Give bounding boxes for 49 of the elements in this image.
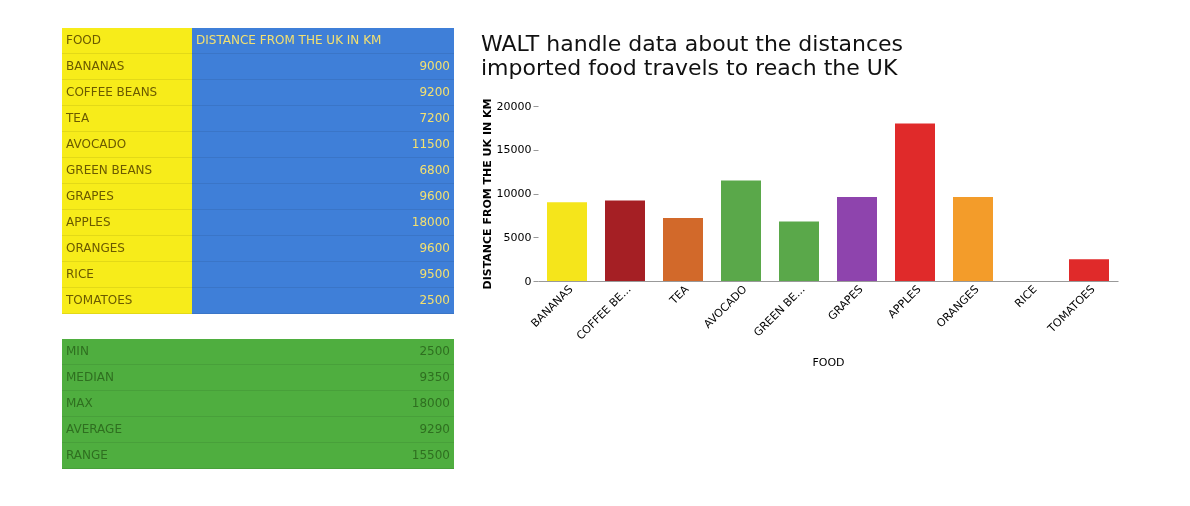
text: MEDIAN [62, 365, 192, 391]
chart-title: WALT handle data about the distances imported food travels to reach the UK [481, 31, 904, 81]
text: 9200 [192, 80, 454, 106]
text: 9000 [192, 54, 454, 80]
text: COFFEE BEANS [62, 80, 192, 106]
text: 9350 [192, 365, 454, 391]
text: 11500 [192, 132, 454, 158]
text: 18000 [192, 391, 454, 417]
bar [779, 221, 819, 281]
text: 9600 [192, 184, 454, 210]
bar [663, 218, 703, 281]
y-tick-label: 15000 [496, 143, 532, 157]
y-tick-label: 5000 [503, 230, 532, 244]
x-tick-label: TEA [666, 282, 692, 308]
y-tick-label: 20000 [496, 99, 532, 113]
text: 7200 [192, 106, 454, 132]
text: MAX [62, 391, 192, 417]
text: 9500 [192, 262, 454, 288]
y-axis-title: DISTANCE FROM THE UK IN KM [480, 98, 494, 290]
text: APPLES [62, 210, 192, 236]
text: GREEN BEANS [62, 158, 192, 184]
text: AVERAGE [62, 417, 192, 443]
bar [721, 180, 761, 281]
text: BANANAS [62, 54, 192, 80]
text: 2500 [192, 288, 454, 314]
bar [547, 202, 587, 281]
bar [837, 197, 877, 281]
text: AVOCADO [62, 132, 192, 158]
text: 6800 [192, 158, 454, 184]
text: ORANGES [62, 236, 192, 262]
text: RICE [62, 262, 192, 288]
text: 18000 [192, 210, 454, 236]
y-tick-label: 10000 [496, 187, 532, 200]
text: DISTANCE FROM THE UK IN KM [192, 28, 454, 54]
text: MIN [62, 339, 192, 365]
bar [953, 197, 993, 281]
text: FOOD [62, 28, 192, 54]
x-axis-title: FOOD [812, 355, 845, 369]
text: RANGE [62, 443, 192, 469]
y-tick-label: 0 [524, 274, 532, 288]
text: 2500 [192, 339, 454, 365]
bar [605, 200, 645, 281]
text: 15500 [192, 443, 454, 469]
text: GRAPES [62, 184, 192, 210]
text: 9290 [192, 417, 454, 443]
text: 9600 [192, 236, 454, 262]
bar [895, 123, 935, 281]
bar [1069, 259, 1109, 281]
text: TEA [62, 106, 192, 132]
